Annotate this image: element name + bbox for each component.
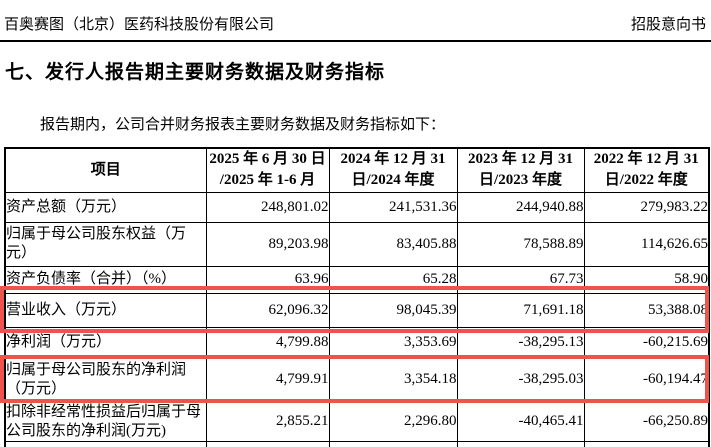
table-row: 资产负债率（合并）（%） 63.96 65.28 67.73 58.90 xyxy=(4,265,710,294)
document-header: 百奥赛图（北京）医药科技股份有限公司 招股意向书 xyxy=(0,0,711,40)
value-cell: 65.28 xyxy=(328,265,458,294)
table-row: 资产总额（万元） 248,801.02 241,531.36 244,940.8… xyxy=(4,191,710,223)
value-cell: 83,405.88 xyxy=(328,221,458,267)
value-cell: 241,531.36 xyxy=(328,191,458,223)
row-label: 营业收入（万元） xyxy=(4,292,207,328)
row-label: 资产负债率（合并）（%） xyxy=(4,265,207,294)
value-cell: -60,194.47 xyxy=(583,356,710,403)
value-cell: 2,855.21 xyxy=(205,401,330,442)
column-header-2023: 2023 年 12 月 31 日/2023 年度 xyxy=(456,147,585,193)
value-cell: -60,215.69 xyxy=(583,326,710,358)
value-cell: -38,295.13 xyxy=(456,326,585,358)
row-label: 归属于母公司股东的净利润（万元） xyxy=(4,356,207,403)
table-row: 归属于母公司股东权益（万元） 89,203.98 83,405.88 78,58… xyxy=(4,221,710,267)
table-row-clipped xyxy=(4,440,710,447)
value-cell: 3,353.69 xyxy=(328,326,458,358)
value-cell: 62,096.32 xyxy=(205,292,330,328)
table-header-row: 项目 2025 年 6 月 30 日 /2025 年 1-6 月 2024 年 … xyxy=(4,147,710,193)
intro-paragraph: 报告期内，公司合并财务报表主要财务数据及财务指标如下： xyxy=(40,117,446,133)
value-cell: 114,626.65 xyxy=(583,221,710,267)
value-cell: -66,250.89 xyxy=(583,401,710,442)
row-label: 归属于母公司股东权益（万元） xyxy=(4,221,207,267)
column-header-2022: 2022 年 12 月 31 日/2022 年度 xyxy=(583,147,710,193)
row-label: 扣除非经常性损益后归属于母公司股东的净利润(万元) xyxy=(4,401,207,442)
value-cell: 78,588.89 xyxy=(456,221,585,267)
row-label: 净利润（万元） xyxy=(4,326,207,358)
value-cell: 53,388.08 xyxy=(583,292,710,328)
header-divider xyxy=(0,40,711,42)
column-header-2025: 2025 年 6 月 30 日 /2025 年 1-6 月 xyxy=(205,147,330,193)
financial-table: 项目 2025 年 6 月 30 日 /2025 年 1-6 月 2024 年 … xyxy=(4,147,710,447)
section-title: 七、发行人报告期主要财务数据及财务指标 xyxy=(5,62,386,83)
column-header-item: 项目 xyxy=(4,147,207,193)
doc-type-label: 招股意向书 xyxy=(630,17,706,33)
table-row: 净利润（万元） 4,799.88 3,353.69 -38,295.13 -60… xyxy=(4,326,710,358)
value-cell: 4,799.91 xyxy=(205,356,330,403)
value-cell: 63.96 xyxy=(205,265,330,294)
value-cell: 248,801.02 xyxy=(205,191,330,223)
value-cell: -38,295.03 xyxy=(456,356,585,403)
table-row-revenue: 营业收入（万元） 62,096.32 98,045.39 71,691.18 5… xyxy=(4,292,710,328)
table-row-net-profit-parent: 归属于母公司股东的净利润（万元） 4,799.91 3,354.18 -38,2… xyxy=(4,356,710,403)
value-cell: 71,691.18 xyxy=(456,292,585,328)
value-cell: -40,465.41 xyxy=(456,401,585,442)
value-cell: 2,296.80 xyxy=(328,401,458,442)
value-cell: 67.73 xyxy=(456,265,585,294)
value-cell: 58.90 xyxy=(583,265,710,294)
value-cell: 279,983.22 xyxy=(583,191,710,223)
table-row: 扣除非经常性损益后归属于母公司股东的净利润(万元) 2,855.21 2,296… xyxy=(4,401,710,442)
company-name: 百奥赛图（北京）医药科技股份有限公司 xyxy=(4,17,275,33)
value-cell: 89,203.98 xyxy=(205,221,330,267)
row-label: 资产总额（万元） xyxy=(4,191,207,223)
value-cell: 4,799.88 xyxy=(205,326,330,358)
column-header-2024: 2024 年 12 月 31 日/2024 年度 xyxy=(328,147,458,193)
value-cell: 244,940.88 xyxy=(456,191,585,223)
value-cell: 3,354.18 xyxy=(328,356,458,403)
value-cell: 98,045.39 xyxy=(328,292,458,328)
